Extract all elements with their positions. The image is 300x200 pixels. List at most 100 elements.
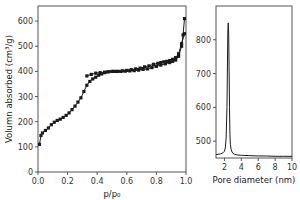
x-tick-label: 8	[273, 163, 278, 172]
series-marker	[165, 60, 168, 63]
series-marker	[44, 129, 47, 132]
x-axis-label: p/p₀	[103, 189, 121, 199]
x-tick-label: 0.2	[61, 177, 74, 186]
y-tick	[213, 73, 216, 74]
series-marker	[183, 32, 186, 35]
y-tick-label: 500	[196, 137, 211, 146]
y-tick-label: 200	[18, 118, 33, 127]
series-marker	[76, 100, 79, 103]
series-marker	[79, 96, 82, 99]
series-marker	[56, 119, 59, 122]
series-marker	[146, 67, 149, 70]
series-marker	[174, 56, 177, 59]
series-marker	[107, 70, 110, 73]
series-marker	[62, 116, 65, 119]
y-tick	[35, 121, 38, 122]
series-marker	[70, 108, 73, 111]
x-tick-label: 4	[239, 163, 244, 172]
y-tick	[213, 39, 216, 40]
series-marker	[94, 76, 97, 79]
y-tick-label: 0	[28, 168, 33, 177]
x-tick	[97, 172, 98, 175]
series-marker	[168, 59, 171, 62]
series-marker	[99, 71, 102, 74]
series-line	[216, 23, 292, 156]
y-tick-label: 300	[18, 93, 33, 102]
x-tick	[126, 172, 127, 175]
series-marker	[134, 67, 137, 70]
series-marker	[143, 65, 146, 68]
x-tick	[275, 158, 276, 161]
y-axis-label: Volumn absorbed (cm³/g)	[4, 35, 14, 143]
plot-frame	[38, 6, 186, 172]
data-layer	[216, 23, 292, 156]
series-marker	[94, 72, 97, 75]
y-tick	[35, 96, 38, 97]
series-marker	[38, 143, 41, 146]
y-tick	[213, 141, 216, 142]
plot-frame	[216, 6, 292, 158]
series-line	[87, 34, 185, 76]
series-marker	[41, 131, 44, 134]
series-marker	[73, 105, 76, 108]
series-marker	[180, 42, 183, 45]
series-marker	[139, 67, 142, 70]
series-marker	[53, 121, 56, 124]
series-marker	[103, 71, 106, 74]
y-tick	[35, 46, 38, 47]
y-tick	[35, 21, 38, 22]
x-tick-label: 10	[287, 163, 297, 172]
series-marker	[162, 60, 165, 63]
data-layer	[38, 17, 186, 146]
series-marker	[67, 111, 70, 114]
y-tick-label: 600	[196, 103, 211, 112]
series-marker	[59, 118, 62, 121]
series-marker	[50, 123, 53, 126]
x-tick-label: 0.4	[91, 177, 104, 186]
y-tick-label: 700	[196, 70, 211, 79]
y-tick	[35, 146, 38, 147]
x-tick	[67, 172, 68, 175]
x-tick	[156, 172, 157, 175]
series-marker	[85, 74, 88, 77]
x-tick	[241, 158, 242, 161]
x-tick-label: 1.0	[180, 177, 193, 186]
y-tick-label: 800	[196, 36, 211, 45]
y-tick-label: 600	[18, 17, 33, 26]
x-tick	[224, 158, 225, 161]
series-marker	[171, 58, 174, 61]
x-tick-label: 0.8	[150, 177, 163, 186]
series-marker	[159, 61, 162, 64]
series-marker	[88, 80, 91, 83]
x-tick-label: 0.6	[120, 177, 133, 186]
series-marker	[155, 65, 158, 68]
series-marker	[103, 71, 106, 74]
y-tick-label: 100	[18, 143, 33, 152]
x-tick-label: 2	[222, 163, 227, 172]
series-marker	[82, 90, 85, 93]
series-marker	[152, 63, 155, 66]
chart: 0.00.20.40.60.81.00100200300400500600p/p…	[0, 0, 300, 200]
x-axis-label: Pore diameter (nm)	[213, 175, 296, 185]
series-marker	[125, 69, 128, 72]
x-tick	[258, 158, 259, 161]
series-marker	[112, 70, 115, 73]
series-marker	[150, 66, 153, 69]
x-tick	[186, 172, 187, 175]
y-tick	[213, 107, 216, 108]
series-marker	[121, 69, 124, 72]
page: {"chart_data": [ {"type": "line", "x_lab…	[0, 0, 300, 200]
inset-panel: 2 4 6 8 10 500 600 700 800 Pore diameter (nm)	[196, 6, 297, 185]
y-tick	[35, 71, 38, 72]
series-marker	[156, 62, 159, 65]
series-marker	[91, 77, 94, 80]
series-marker	[116, 70, 119, 73]
main-panel: 0.00.20.40.60.81.00100200300400500600p/p…	[4, 6, 193, 199]
x-tick-label: 6	[256, 163, 261, 172]
series-marker	[147, 64, 150, 67]
series-marker	[130, 68, 133, 71]
y-tick-label: 500	[18, 42, 33, 51]
series-marker	[47, 126, 50, 129]
series-marker	[85, 84, 88, 87]
x-tick-label: 0.0	[32, 177, 45, 186]
